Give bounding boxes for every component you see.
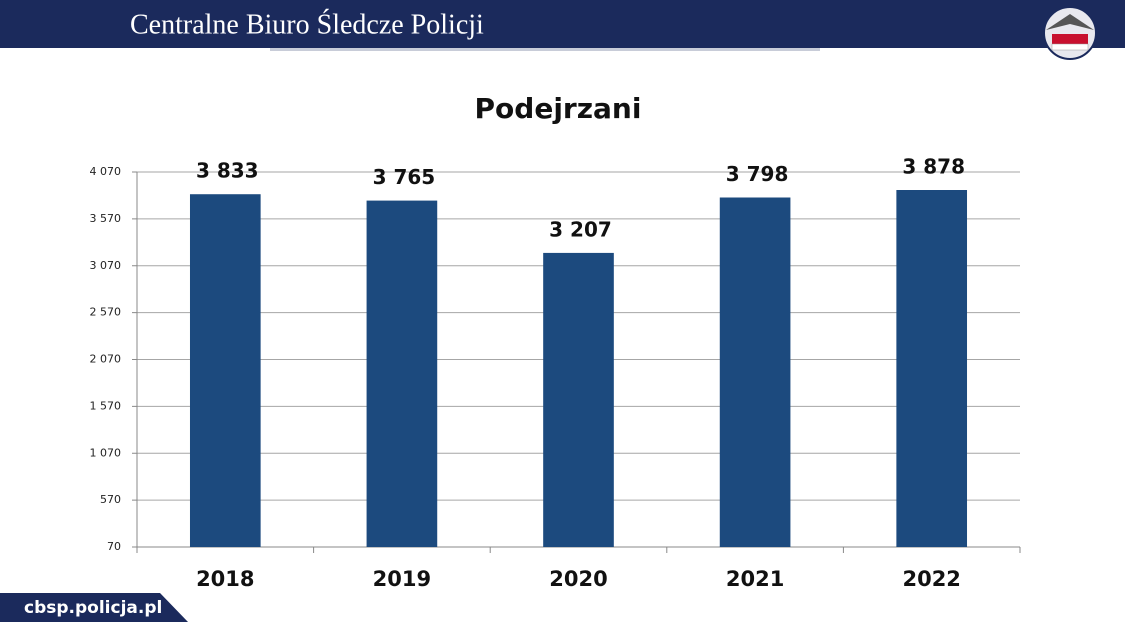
y-tick-label: 3 070 <box>90 259 122 272</box>
y-tick-label: 570 <box>100 493 121 506</box>
value-label: 3 878 <box>902 155 965 179</box>
chart-title: Podejrzani <box>475 92 642 125</box>
y-tick-label: 3 570 <box>90 212 122 225</box>
value-label: 3 833 <box>196 159 259 183</box>
header-bar <box>0 0 1125 48</box>
x-tick-label: 2018 <box>196 567 254 591</box>
value-label: 3 765 <box>373 165 436 189</box>
value-label: 3 207 <box>549 217 612 241</box>
footer-url: cbsp.policja.pl <box>24 598 162 618</box>
x-tick-label: 2020 <box>549 567 607 591</box>
y-tick-label: 2 070 <box>90 353 122 366</box>
y-tick-label: 2 570 <box>90 306 122 319</box>
logo <box>1043 6 1097 60</box>
value-label: 3 798 <box>726 162 789 186</box>
bar <box>189 194 261 547</box>
header-shadow <box>270 48 820 51</box>
bar <box>896 190 968 547</box>
bar <box>366 200 438 547</box>
y-tick-label: 4 070 <box>90 165 122 178</box>
bar <box>719 197 791 547</box>
footer-badge: cbsp.policja.pl <box>0 593 188 622</box>
x-tick-label: 2022 <box>902 567 960 591</box>
y-tick-label: 70 <box>107 540 121 553</box>
header-title: Centralne Biuro Śledcze Policji <box>130 9 484 40</box>
y-tick-label: 1 070 <box>90 446 122 459</box>
x-tick-label: 2019 <box>373 567 431 591</box>
bar <box>543 252 614 547</box>
y-tick-label: 1 570 <box>90 399 122 412</box>
x-tick-label: 2021 <box>726 567 784 591</box>
